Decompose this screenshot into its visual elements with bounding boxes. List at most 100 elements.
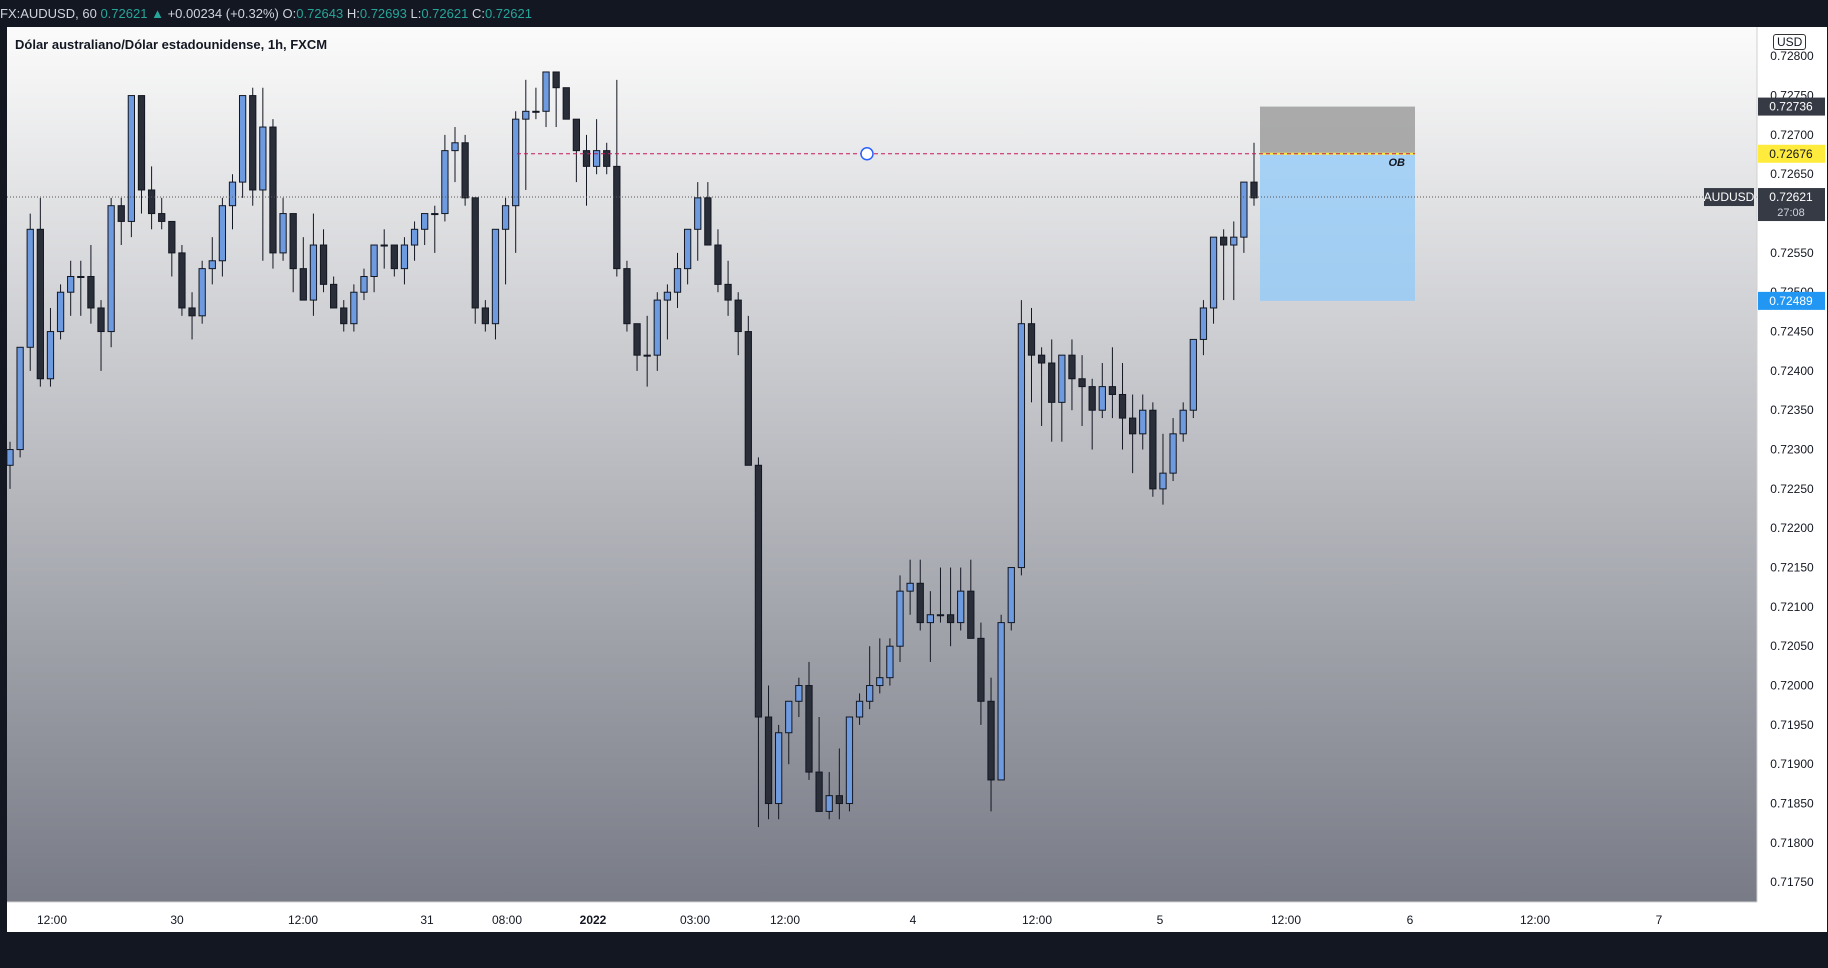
x-tick-label: 5 bbox=[1157, 913, 1164, 927]
price-tag-top-bg bbox=[1758, 97, 1825, 116]
candle-body bbox=[1220, 236, 1228, 246]
candle-body bbox=[1240, 181, 1248, 238]
candle-body bbox=[1037, 354, 1046, 364]
candle-body bbox=[1139, 409, 1147, 435]
candle-body bbox=[1007, 567, 1015, 624]
candle-body bbox=[67, 275, 75, 293]
plot-background bbox=[7, 27, 1757, 902]
candle-body bbox=[704, 197, 712, 246]
candle-body bbox=[1078, 378, 1086, 388]
candle-body bbox=[77, 275, 85, 278]
candle-body bbox=[663, 291, 672, 301]
price-tag-top: 0.72736 bbox=[1769, 100, 1813, 114]
candle-body bbox=[330, 283, 338, 309]
candle-body bbox=[370, 244, 378, 277]
price-tag-blue: 0.72489 bbox=[1769, 294, 1813, 308]
candle-body bbox=[987, 700, 995, 781]
candle-body bbox=[1068, 354, 1076, 380]
candle-body bbox=[572, 118, 581, 152]
candle-body bbox=[188, 307, 196, 317]
candle-body bbox=[350, 291, 358, 325]
x-tick-label: 12:00 bbox=[1271, 913, 1301, 927]
candle-body bbox=[56, 291, 65, 333]
candle-body bbox=[724, 283, 732, 301]
price-tag-current: 0.72621 bbox=[1769, 190, 1813, 204]
y-tick-label: 0.72400 bbox=[1770, 364, 1814, 378]
candle-body bbox=[218, 205, 227, 262]
candle-body bbox=[1169, 433, 1177, 474]
candle-body bbox=[491, 228, 500, 325]
candle-body bbox=[977, 637, 985, 702]
close-label: C: bbox=[471, 6, 485, 21]
y-tick-label: 0.72100 bbox=[1770, 600, 1814, 614]
alert-marker-icon bbox=[860, 147, 874, 161]
chart-svg[interactable]: OB 0.728000.727500.727000.726500.726000.… bbox=[7, 27, 1827, 932]
y-tick-label: 0.72800 bbox=[1770, 49, 1814, 63]
candle-body bbox=[825, 795, 833, 812]
candle-body bbox=[967, 590, 975, 639]
chart-pane[interactable]: OB 0.728000.727500.727000.726500.726000.… bbox=[7, 27, 1827, 932]
candle-body bbox=[1179, 409, 1187, 435]
y-tick-label: 0.72300 bbox=[1770, 443, 1814, 457]
candle-body bbox=[1027, 323, 1036, 356]
candle-body bbox=[805, 685, 813, 773]
candle-body bbox=[1159, 472, 1167, 490]
candle-body bbox=[916, 582, 924, 624]
candle-body bbox=[522, 110, 530, 120]
chart-legend-title: Dólar australiano/Dólar estadounidense, … bbox=[15, 37, 328, 52]
x-tick-label: 03:00 bbox=[680, 913, 710, 927]
candle-body bbox=[795, 685, 803, 702]
price-axis-panel bbox=[1757, 27, 1827, 932]
candle-body bbox=[1189, 338, 1197, 411]
candle-body bbox=[1149, 409, 1157, 490]
candle-body bbox=[582, 150, 591, 167]
candle-body bbox=[238, 95, 247, 183]
candle-body bbox=[785, 700, 793, 734]
candle-body bbox=[1098, 386, 1106, 411]
candle-body bbox=[1230, 236, 1238, 246]
x-tick-label: 31 bbox=[420, 913, 434, 927]
candle-body bbox=[653, 299, 661, 356]
candle-body bbox=[7, 449, 14, 466]
sell-zone-box bbox=[1260, 106, 1415, 154]
candle-body bbox=[87, 275, 95, 309]
header-bar: FX:AUDUSD, 60 0.72621 ▲ +0.00234 (+0.32%… bbox=[0, 0, 1828, 27]
last-price: 0.72621 bbox=[100, 6, 148, 21]
candle-body bbox=[158, 213, 166, 222]
x-tick-label: 12:00 bbox=[770, 913, 800, 927]
x-tick-label: 12:00 bbox=[1520, 913, 1550, 927]
candle-body bbox=[623, 268, 631, 325]
candle-body bbox=[744, 331, 752, 466]
high-value: 0.72693 bbox=[359, 6, 407, 21]
countdown-timer: 27:08 bbox=[1777, 207, 1805, 219]
y-tick-label: 0.71850 bbox=[1770, 797, 1814, 811]
candle-body bbox=[410, 228, 419, 246]
close-value: 0.72621 bbox=[484, 6, 532, 21]
candle-body bbox=[926, 614, 934, 624]
candle-body bbox=[319, 244, 328, 285]
candle-body bbox=[957, 590, 965, 624]
candle-body bbox=[501, 205, 510, 230]
y-tick-label: 0.72050 bbox=[1770, 639, 1814, 653]
y-tick-label: 0.72550 bbox=[1770, 246, 1814, 260]
candle-body bbox=[1209, 236, 1218, 309]
x-tick-label: 12:00 bbox=[37, 913, 67, 927]
candle-body bbox=[178, 252, 186, 309]
candle-body bbox=[835, 795, 843, 805]
candle-body bbox=[208, 260, 216, 270]
candle-body bbox=[107, 205, 115, 333]
candle-body bbox=[855, 700, 864, 718]
candle-body bbox=[896, 590, 904, 647]
candle-body bbox=[400, 244, 409, 270]
candle-body bbox=[1088, 386, 1096, 411]
change-value: +0.00234 (+0.32%) bbox=[167, 6, 279, 21]
time-axis-panel bbox=[7, 902, 1757, 932]
candle-body bbox=[340, 307, 348, 325]
currency-badge[interactable]: USD bbox=[1773, 34, 1807, 50]
y-tick-label: 0.71900 bbox=[1770, 757, 1814, 771]
candle-body bbox=[754, 464, 763, 718]
candle-body bbox=[532, 110, 540, 113]
candle-body bbox=[309, 244, 318, 301]
symbol-tag-bg bbox=[1704, 188, 1754, 207]
open-value: 0.72643 bbox=[296, 6, 344, 21]
